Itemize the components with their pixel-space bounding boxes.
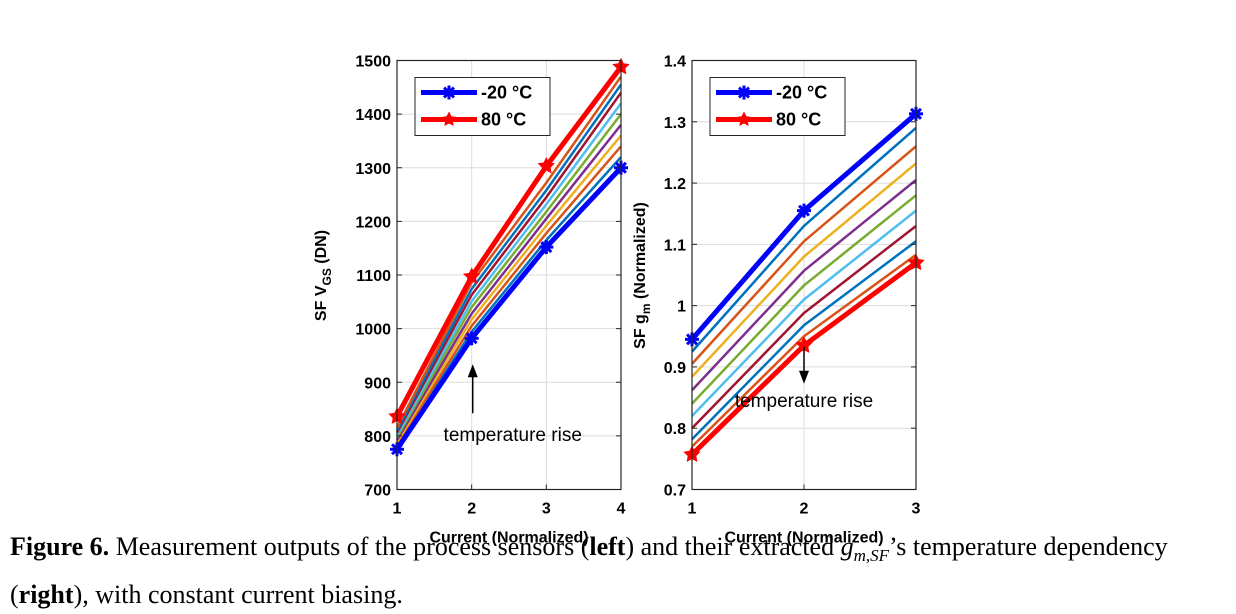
legend-label: 80 °C bbox=[776, 110, 821, 130]
series-line-6 bbox=[691, 209, 917, 417]
y-tick-label: 1100 bbox=[356, 268, 391, 285]
legend-label: -20 °C bbox=[481, 83, 532, 103]
series-line-5 bbox=[691, 194, 917, 405]
y-tick-label: 700 bbox=[364, 483, 391, 500]
y-axis-title: SF gm (Normalized) bbox=[632, 202, 653, 349]
y-tick-label: 1300 bbox=[355, 161, 391, 178]
y-tick-label: 1000 bbox=[355, 322, 391, 339]
y-tick-label: 1.3 bbox=[664, 115, 686, 132]
left-chart: 700 800 900 1000 1100 1200 1300 1400 1500 1 2 3 4 Cur… bbox=[313, 54, 630, 547]
legend-box bbox=[414, 77, 551, 136]
annotation-text: temperature rise bbox=[735, 391, 873, 412]
series-line-hot bbox=[394, 65, 623, 418]
legend-box bbox=[709, 77, 846, 136]
y-axis-title: SF VGS (DN) bbox=[313, 230, 334, 321]
y-tick-label: 800 bbox=[364, 429, 391, 446]
marker-stroke bbox=[540, 241, 553, 254]
legend-item: -20 °C bbox=[716, 83, 827, 103]
y-tick-label: 1.2 bbox=[664, 176, 686, 193]
data-point bbox=[797, 203, 811, 218]
legend-label: 80 °C bbox=[481, 110, 526, 130]
series-line-7 bbox=[691, 224, 917, 430]
annotation-text: temperature rise bbox=[444, 425, 582, 446]
x-tick-label: 1 bbox=[393, 501, 402, 518]
marker-star bbox=[537, 156, 555, 174]
series-line-4 bbox=[395, 124, 622, 441]
y-tick-label: 1.4 bbox=[664, 54, 686, 71]
caption-text-3: ’s temperature dependency ( bbox=[10, 532, 1168, 610]
y-tick-label: 1500 bbox=[355, 54, 391, 71]
x-tick-label: 2 bbox=[467, 501, 476, 518]
legend-marker bbox=[737, 86, 751, 99]
legend-marker bbox=[442, 86, 456, 99]
figure-caption: Figure 6. Measurement outputs of the pro… bbox=[10, 527, 1230, 614]
caption-math-sub: m,SF bbox=[853, 546, 889, 566]
marker-stroke bbox=[465, 332, 478, 345]
y-tick-label: 1200 bbox=[355, 214, 391, 231]
y-tick-label: 0.8 bbox=[664, 421, 686, 438]
legend-item: 80 °C bbox=[716, 110, 821, 130]
legend-marker bbox=[736, 111, 752, 126]
annotation-arrow-head bbox=[799, 370, 809, 384]
x-axis-title: Current (Normalized) bbox=[724, 530, 883, 547]
legend: -20 °C 80 °C bbox=[414, 77, 551, 136]
series-line-4 bbox=[691, 179, 917, 392]
y-tick-label: 1.1 bbox=[664, 237, 686, 254]
y-axis-title-sub: m bbox=[639, 304, 653, 315]
series-line-9 bbox=[395, 75, 623, 429]
legend-label: -20 °C bbox=[776, 83, 827, 103]
annotation-arrow-head bbox=[467, 364, 478, 378]
legend-item: -20 °C bbox=[421, 83, 532, 103]
y-axis-title-main: SF V bbox=[313, 285, 330, 321]
y-tick-label: 0.7 bbox=[664, 483, 686, 500]
data-point bbox=[464, 331, 479, 346]
series-line-2 bbox=[691, 145, 917, 365]
y-axis-title-main: SF g bbox=[632, 314, 649, 349]
y-tick-label: 1400 bbox=[355, 107, 391, 124]
caption-right: right bbox=[18, 580, 74, 610]
y-tick-label: 1 bbox=[677, 299, 686, 316]
x-axis-title: Current (Normalized) bbox=[429, 530, 588, 547]
series-line-3 bbox=[691, 162, 917, 378]
marker-stroke bbox=[797, 204, 811, 217]
series-line-6 bbox=[395, 102, 623, 436]
y-axis-title-sub: GS bbox=[320, 268, 334, 285]
marker-star bbox=[463, 267, 481, 285]
series-line-1 bbox=[691, 126, 917, 353]
legend: -20 °C 80 °C bbox=[709, 77, 846, 136]
right-chart: 0.7 0.8 0.9 1 1.1 1.2 1.3 1.4 1 2 3 Current (Normal… bbox=[632, 54, 925, 547]
data-point bbox=[539, 240, 554, 255]
series-line-cold bbox=[394, 166, 623, 451]
x-tick-label: 3 bbox=[542, 501, 551, 518]
x-tick-label: 3 bbox=[912, 501, 921, 518]
x-tick-label: 4 bbox=[617, 501, 626, 518]
series-line-9 bbox=[691, 253, 917, 448]
legend-marker bbox=[441, 111, 457, 126]
caption-text-2: ) and their extracted bbox=[625, 532, 841, 561]
x-tick-label: 2 bbox=[800, 501, 809, 518]
y-tick-label: 0.9 bbox=[664, 360, 686, 377]
caption-math-g: g bbox=[840, 532, 854, 561]
data-point bbox=[463, 267, 481, 285]
x-tick-label: 1 bbox=[688, 501, 697, 518]
y-axis-title-unit: (DN) bbox=[313, 230, 330, 268]
series-line-2 bbox=[395, 145, 622, 446]
caption-left: left bbox=[589, 532, 626, 561]
y-tick-label: 900 bbox=[364, 375, 391, 392]
data-point bbox=[537, 156, 555, 174]
y-axis-title-unit: (Normalized) bbox=[632, 202, 649, 303]
series-line-8 bbox=[691, 240, 917, 441]
legend-item: 80 °C bbox=[421, 110, 526, 130]
series-line-3 bbox=[395, 134, 622, 443]
series-line-8 bbox=[395, 83, 623, 432]
caption-text-1: Measurement outputs of the process senso… bbox=[109, 532, 590, 561]
series-line-5 bbox=[395, 113, 622, 439]
series-line-7 bbox=[395, 91, 623, 434]
caption-label: Figure 6. bbox=[10, 532, 110, 561]
caption-text-4: ), with constant current biasing. bbox=[73, 580, 403, 610]
